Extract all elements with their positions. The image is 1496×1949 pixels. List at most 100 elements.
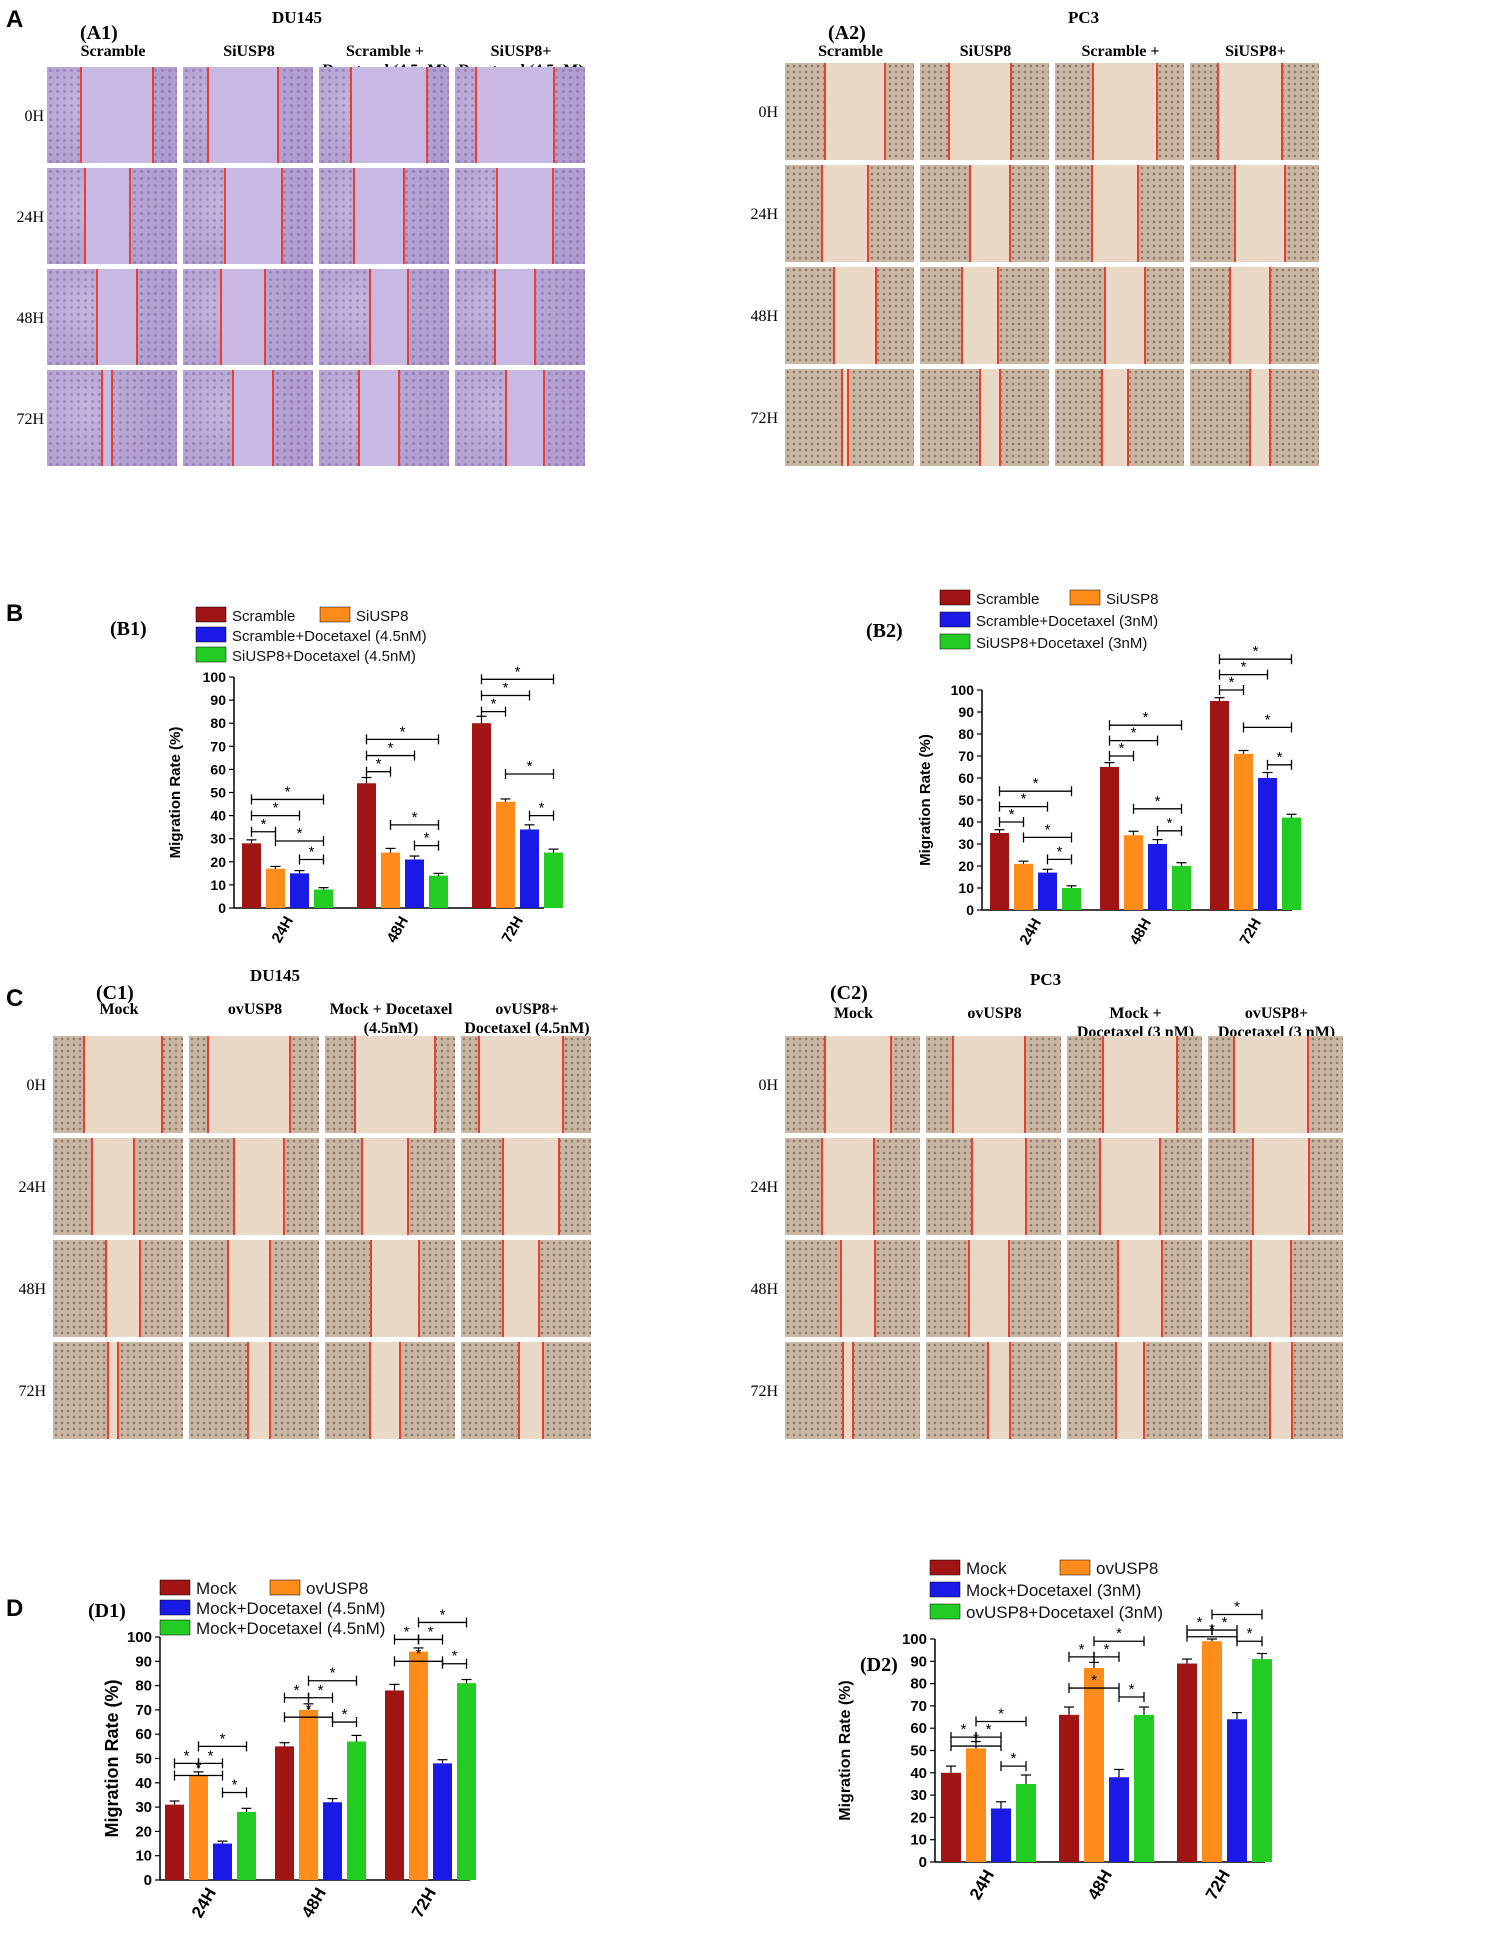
- wound-edge-line: [111, 370, 113, 466]
- significance-star: *: [1234, 1598, 1240, 1615]
- y-tick-label: 70: [135, 1702, 152, 1719]
- legend-label: Mock: [196, 1579, 237, 1598]
- y-tick-label: 80: [210, 715, 226, 731]
- micrograph-image: [1067, 1240, 1202, 1337]
- panel-b1-label: (B1): [110, 618, 147, 640]
- bar: [941, 1772, 961, 1862]
- significance-star: *: [1167, 815, 1173, 832]
- micrograph-image: [47, 269, 177, 365]
- x-tick-label: 24H: [1016, 916, 1044, 948]
- micrograph-image: [1055, 63, 1184, 160]
- y-tick-label: 30: [910, 1787, 927, 1804]
- x-tick-label: 48H: [1126, 916, 1154, 948]
- significance-star: *: [1104, 1641, 1110, 1658]
- c2-row-label: 0H: [758, 1077, 778, 1094]
- micrograph-image: [53, 1342, 183, 1439]
- micrograph-image: [785, 369, 914, 466]
- significance-star: *: [1079, 1641, 1085, 1658]
- legend-label: Mock: [966, 1559, 1007, 1578]
- bar: [242, 843, 261, 908]
- legend-swatch: [929, 1581, 961, 1598]
- y-axis-title: Migration Rate (%): [837, 1680, 854, 1820]
- micrograph-image: [926, 1138, 1061, 1235]
- wound-edge-line: [1100, 369, 1103, 466]
- wound-edge-line: [951, 1036, 954, 1133]
- panel-b2-label: (B2): [866, 620, 903, 642]
- significance-star: *: [1045, 821, 1051, 838]
- micrograph-image: [47, 168, 177, 264]
- wound-edge-line: [83, 168, 86, 264]
- legend-swatch: [269, 1579, 301, 1596]
- wound-edge-line: [1268, 369, 1271, 466]
- micrograph-image: [47, 370, 177, 466]
- c1-column-title: Mock: [99, 1001, 139, 1018]
- wound-edge-line: [272, 370, 274, 466]
- wound-edge-line: [1024, 1138, 1027, 1235]
- significance-star: *: [1011, 1750, 1017, 1767]
- wound-edge-line: [1142, 1342, 1145, 1439]
- bar-chart-d2: Mock ovUSP8 Mock+Docetaxel (3nM) ovUSP8+Doc…: [837, 1559, 1272, 1903]
- micrograph-image: [1208, 1036, 1343, 1133]
- micrograph-image: [183, 67, 313, 163]
- micrograph-image: [189, 1036, 319, 1133]
- micrograph-image: [785, 1138, 920, 1235]
- wound-edge-line: [978, 369, 981, 466]
- micrograph-image: [785, 165, 914, 262]
- legend-swatch: [159, 1619, 191, 1636]
- c2-column-title: Mock: [833, 1005, 874, 1022]
- micrograph-image: [920, 165, 1049, 262]
- significance-star: *: [318, 1682, 324, 1699]
- micrograph-image: [1208, 1342, 1343, 1439]
- a1-row-label: 48H: [16, 309, 44, 327]
- y-tick-label: 80: [910, 1676, 927, 1693]
- micrograph-image: [926, 1342, 1061, 1439]
- a2-row-label: 72H: [750, 410, 778, 427]
- bar: [1210, 701, 1229, 910]
- bar: [1038, 872, 1057, 910]
- c1-row-label: 72H: [18, 1383, 46, 1400]
- legend-swatch: [929, 1559, 961, 1576]
- wound-edge-line: [873, 1240, 876, 1337]
- c1-row-label: 24H: [18, 1179, 46, 1196]
- legend-label: ovUSP8+Docetaxel (3nM): [966, 1603, 1163, 1622]
- y-tick-label: 100: [902, 1631, 927, 1648]
- significance-star: *: [232, 1777, 238, 1794]
- significance-star: *: [261, 816, 267, 833]
- significance-star: *: [1119, 740, 1125, 757]
- panel-letter-b: B: [6, 600, 24, 627]
- wound-edge-line: [139, 1240, 141, 1337]
- significance-star: *: [285, 783, 291, 800]
- wound-edge-line: [1101, 1036, 1104, 1133]
- wound-edge-line: [1268, 1342, 1271, 1439]
- panel-letter-a: A: [6, 6, 24, 33]
- wound-edge-line: [889, 1036, 892, 1133]
- bar: [213, 1843, 232, 1880]
- a1-column-title: SiUSP8: [223, 43, 275, 60]
- wound-edge-line: [136, 269, 138, 365]
- wound-edge-line: [1233, 165, 1236, 262]
- wound-edge-line: [1289, 1240, 1292, 1337]
- wound-edge-line: [233, 1138, 235, 1235]
- significance-star: *: [273, 800, 279, 817]
- wound-edge-line: [354, 1036, 356, 1133]
- wound-edge-line: [496, 168, 498, 264]
- a1-row-label: 0H: [24, 107, 44, 125]
- a1-row-label: 24H: [16, 208, 44, 226]
- a2-row-label: 0H: [758, 104, 778, 121]
- wound-edge-line: [277, 67, 279, 163]
- panel-d2-label: (D2): [860, 1654, 898, 1676]
- wound-edge-line: [353, 168, 355, 264]
- micrograph-image: [785, 63, 914, 160]
- bar: [544, 852, 563, 908]
- wound-edge-line: [1007, 1240, 1010, 1337]
- bar: [266, 868, 285, 908]
- wound-edge-line: [502, 1240, 504, 1337]
- significance-star: *: [376, 756, 382, 773]
- significance-star: *: [208, 1747, 214, 1764]
- significance-star: *: [1009, 806, 1015, 823]
- legend-label: Scramble: [976, 591, 1039, 608]
- wound-edge-line: [1175, 1036, 1178, 1133]
- micrograph-image: [53, 1036, 183, 1133]
- wound-edge-line: [1023, 1036, 1026, 1133]
- significance-star: *: [515, 663, 521, 680]
